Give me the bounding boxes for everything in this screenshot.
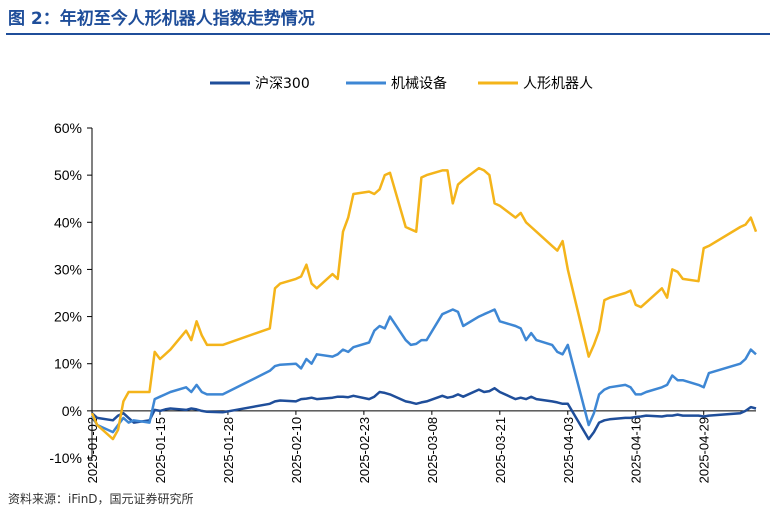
y-tick-label: 40% xyxy=(54,214,82,230)
y-tick-label: 60% xyxy=(54,120,82,136)
chart-legend: 沪深300 机械设备 人形机器人 xyxy=(210,75,593,92)
x-tick-label: 2025-01-15 xyxy=(153,417,168,484)
x-tick-label: 2025-02-23 xyxy=(357,417,372,484)
title-divider xyxy=(6,33,770,35)
legend-label: 沪深300 xyxy=(255,76,310,92)
y-tick-label: 0% xyxy=(62,403,82,419)
x-tick-label: 2025-01-28 xyxy=(221,417,236,484)
x-tick-label: 2025-04-03 xyxy=(561,417,576,484)
chart-series xyxy=(90,166,758,441)
x-tick-label: 2025-01-02 xyxy=(85,417,100,484)
x-tick-label: 2025-02-10 xyxy=(289,417,304,484)
series-line xyxy=(91,386,757,441)
legend-label: 人形机器人 xyxy=(523,76,593,92)
y-tick-label: 30% xyxy=(54,261,82,277)
x-tick-label: 2025-04-16 xyxy=(629,417,644,484)
series-line xyxy=(90,166,758,441)
series-line xyxy=(90,308,757,434)
x-tick-label: 2025-04-29 xyxy=(697,417,712,484)
legend-label: 机械设备 xyxy=(391,75,447,92)
line-chart: 沪深300 机械设备 人形机器人 -10% 0% 10% 20% 30% 40% 50% 60% 2… xyxy=(49,75,758,483)
y-tick-label: 10% xyxy=(54,356,82,372)
chart-axes: -10% 0% 10% 20% 30% 40% 50% 60% 2025-01-02 2025-0… xyxy=(49,120,756,483)
source-note: 资料来源：iFinD，国元证券研究所 xyxy=(8,492,194,506)
x-tick-label: 2025-03-21 xyxy=(493,417,508,484)
y-tick-label: 20% xyxy=(54,309,82,325)
y-tick-label: -10% xyxy=(49,450,82,466)
figure-title: 图 2：年初至今人形机器人指数走势情况 xyxy=(8,9,315,29)
y-tick-label: 50% xyxy=(54,167,82,183)
x-tick-label: 2025-03-08 xyxy=(425,417,440,484)
